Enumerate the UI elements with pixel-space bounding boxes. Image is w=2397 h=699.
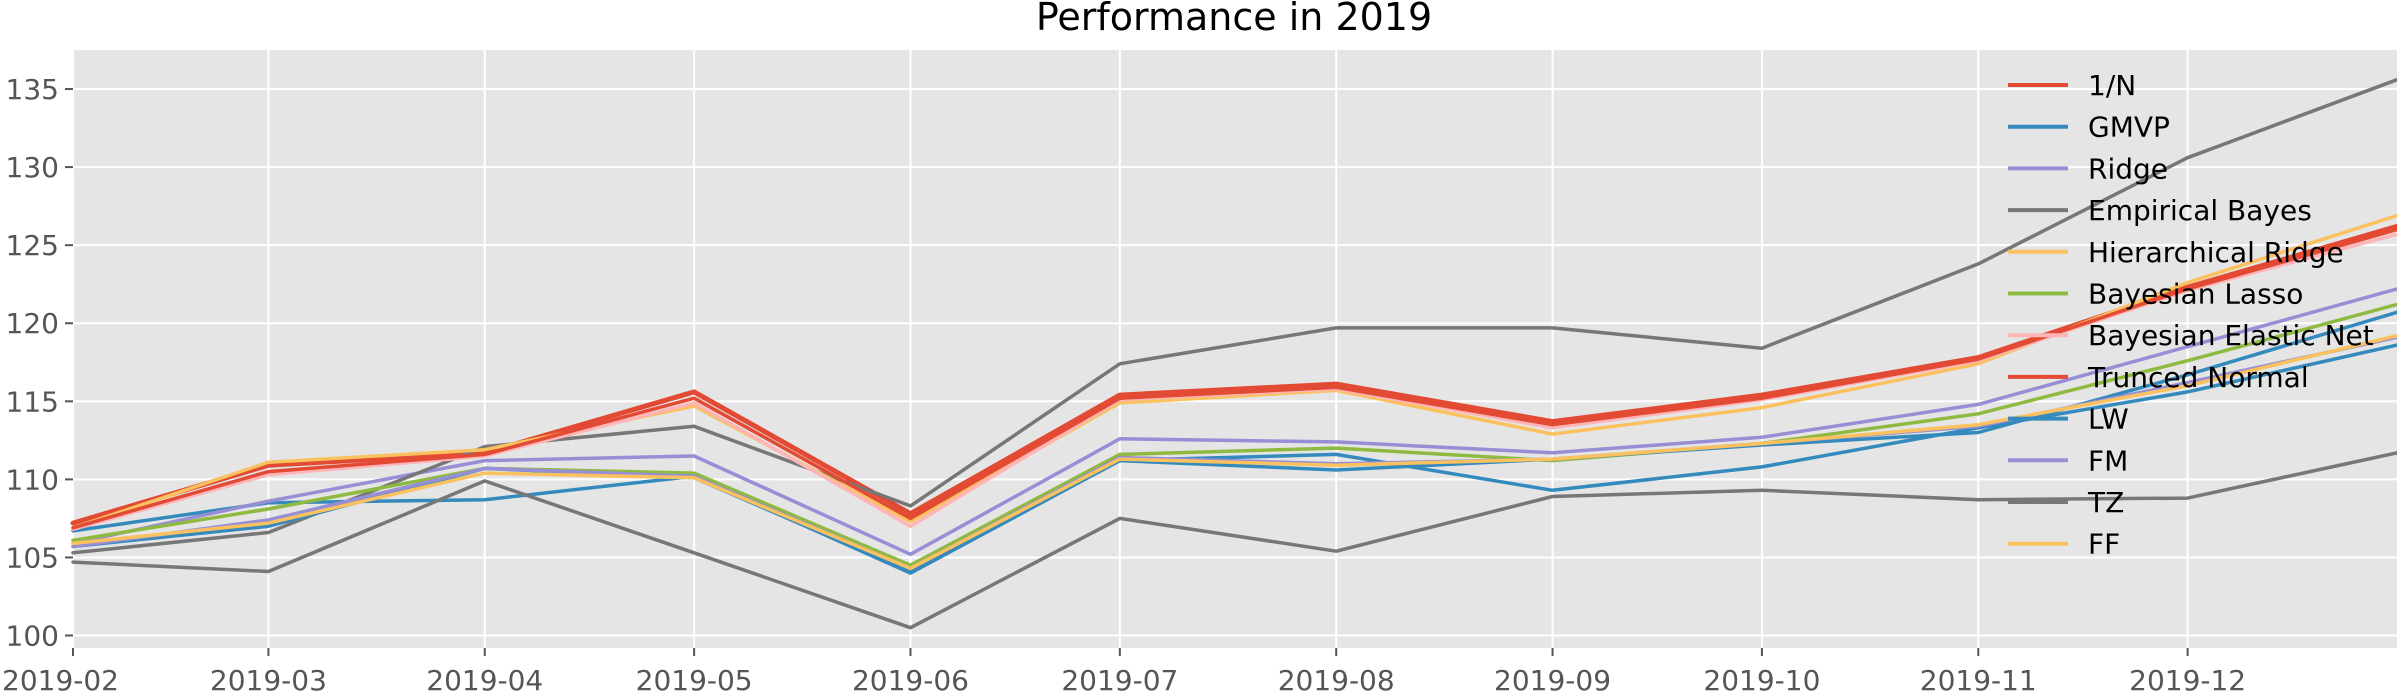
x-tick-label: 2019-03 (210, 664, 327, 697)
x-tick-label: 2019-09 (1494, 664, 1611, 697)
legend-label: Hierarchical Ridge (2088, 236, 2344, 269)
y-tick-label: 115 (6, 385, 59, 418)
y-axis-ticks: 100 105 110 115 120 125 130 135 (6, 73, 73, 653)
y-tick-label: 105 (6, 541, 59, 574)
legend-label: 1/N (2088, 69, 2136, 102)
x-tick-label: 2019-10 (1703, 664, 1820, 697)
legend-label: LW (2088, 403, 2129, 436)
y-tick-label: 110 (6, 463, 59, 496)
x-tick-label: 2019-04 (426, 664, 543, 697)
y-tick-label: 100 (6, 620, 59, 653)
series-line-3 (71, 77, 2397, 555)
x-tick-label: 2019-11 (1920, 664, 2037, 697)
legend-label: Bayesian Lasso (2088, 278, 2303, 311)
legend-label: GMVP (2088, 111, 2170, 144)
x-tick-label: 2019-05 (636, 664, 753, 697)
x-tick-label: 2019-02 (2, 664, 119, 697)
y-tick-label: 125 (6, 229, 59, 262)
y-tick-label: 135 (6, 73, 59, 106)
legend: 1/N GMVP Ridge Empirical Bayes Hierarchical … (2008, 69, 2374, 561)
legend-label: Ridge (2088, 152, 2168, 185)
x-tick-label: 2019-12 (2129, 664, 2246, 697)
legend-label: FM (2088, 444, 2128, 477)
y-tick-label: 130 (6, 151, 59, 184)
series-lines (70, 77, 2397, 630)
x-axis-ticks: 2019-02 2019-03 2019-04 2019-05 2019-06 2019-… (2, 648, 2246, 697)
series-line-5 (71, 302, 2397, 567)
series-line-10 (71, 451, 2397, 630)
y-tick-label: 120 (6, 307, 59, 340)
legend-label: FF (2088, 528, 2120, 561)
series-line-2 (71, 287, 2397, 557)
legend-label: TZ (2087, 486, 2124, 519)
legend-label: Bayesian Elastic Net (2088, 319, 2374, 352)
series-line-7 (71, 227, 2397, 530)
x-tick-label: 2019-07 (1061, 664, 1178, 697)
x-tick-label: 2019-08 (1278, 664, 1395, 697)
legend-label: Trunced Normal (2087, 361, 2309, 394)
legend-label: Empirical Bayes (2088, 194, 2312, 227)
chart-title: Performance in 2019 (1036, 0, 1432, 39)
x-tick-label: 2019-06 (852, 664, 969, 697)
